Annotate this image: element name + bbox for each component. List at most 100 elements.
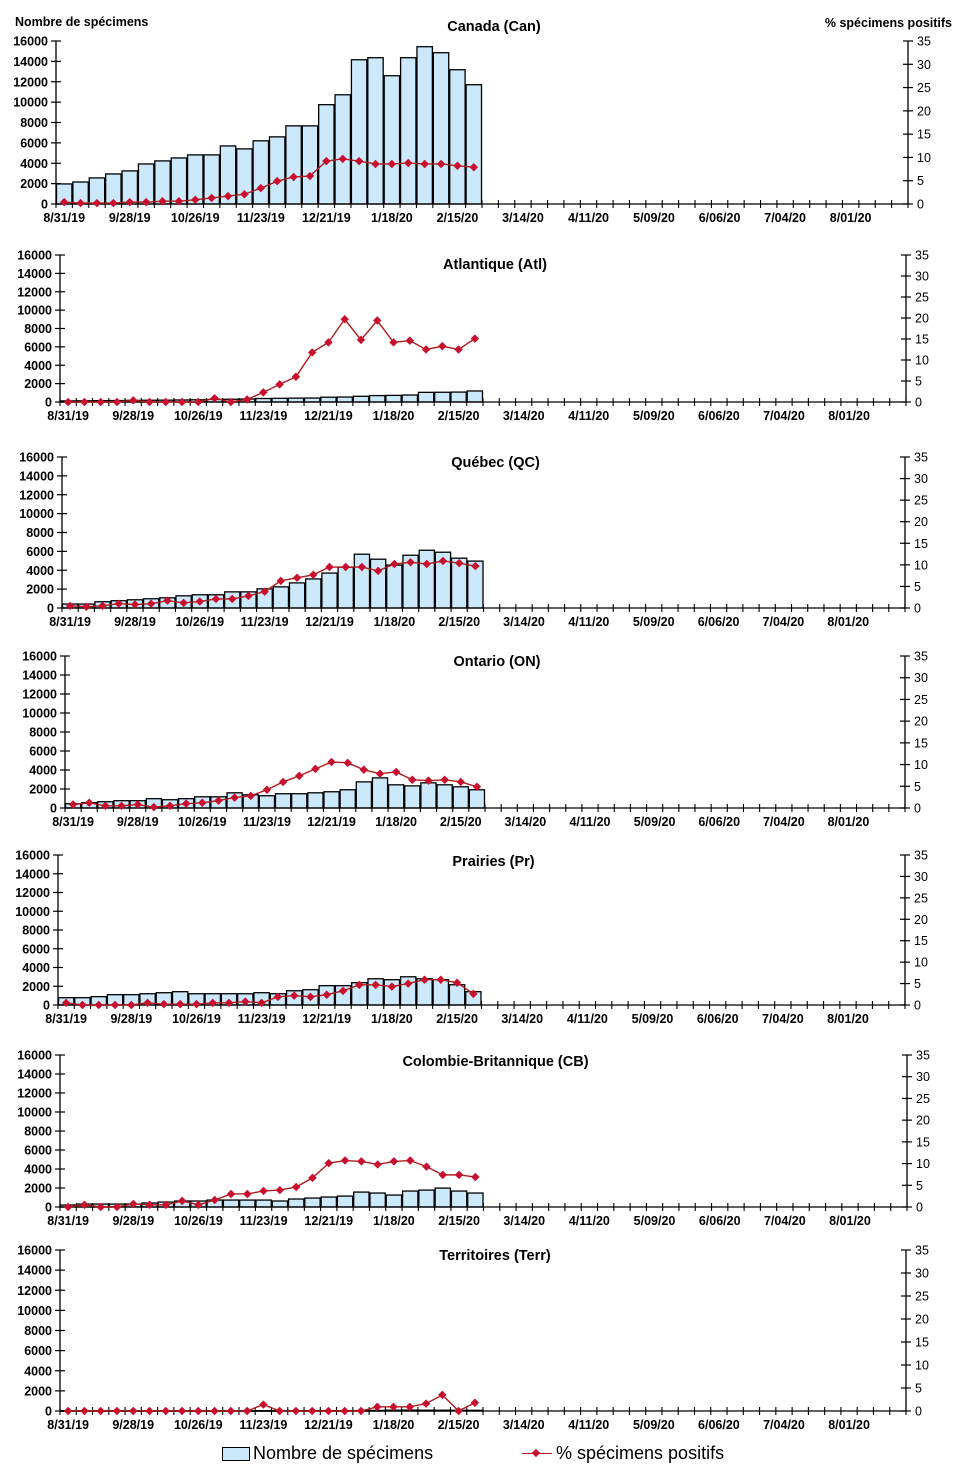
- y2-tick-label: 15: [915, 1336, 929, 1350]
- bar: [355, 781, 373, 809]
- bar: [285, 125, 302, 205]
- bar: [420, 782, 437, 809]
- line-marker: [278, 777, 288, 787]
- line-marker: [356, 1406, 366, 1416]
- x-tick-label: 3/14/20: [501, 1012, 543, 1026]
- line-marker: [371, 159, 380, 169]
- x-tick-label: 9/28/19: [112, 1418, 154, 1432]
- y2-tick-label: 10: [914, 956, 928, 970]
- x-tick-label: 6/06/20: [699, 211, 741, 225]
- line-marker: [422, 1162, 431, 1171]
- chart-title: Ontario (ON): [454, 654, 541, 670]
- y2-tick-label: 10: [915, 354, 929, 368]
- line-marker: [145, 397, 154, 407]
- line-marker: [436, 159, 446, 169]
- x-tick-label: 11/23/19: [238, 1012, 286, 1026]
- y-tick-label: 4000: [22, 961, 50, 975]
- y2-tick-label: 20: [915, 1313, 929, 1327]
- x-tick-label: 5/09/20: [633, 1418, 675, 1432]
- y-tick-label: 14000: [22, 669, 57, 683]
- x-tick-label: 8/31/19: [47, 1214, 89, 1228]
- x-tick-label: 8/01/20: [828, 1418, 870, 1432]
- line-marker: [158, 196, 167, 206]
- line-marker: [421, 345, 431, 354]
- bar: [436, 784, 453, 809]
- y-tick-label: 2000: [24, 377, 52, 391]
- bar: [432, 52, 450, 205]
- chart-panel: Colombie-Britannique (CB) 0 2000 4000 6000 80…: [17, 1049, 930, 1229]
- right-axis-title: % spécimens positifs: [825, 16, 952, 30]
- y-tick-label: 14000: [17, 267, 52, 281]
- line-marker: [65, 601, 75, 611]
- x-tick-label: 8/31/19: [43, 211, 85, 225]
- line-marker: [174, 196, 184, 206]
- line-marker: [454, 558, 464, 568]
- line-marker: [145, 1406, 154, 1416]
- x-tick-label: 7/04/20: [764, 1214, 806, 1228]
- y2-tick-label: 10: [914, 558, 928, 572]
- y2-tick-label: 5: [914, 780, 921, 794]
- y2-tick-label: 15: [916, 1135, 930, 1149]
- bar: [369, 558, 387, 609]
- bar: [383, 75, 401, 205]
- bar: [307, 792, 324, 809]
- chart-panel: Territoires (Terr) 0 2000 4000 6000 8000 10000…: [17, 1244, 929, 1433]
- x-tick-label: 2/15/20: [437, 211, 479, 225]
- line-marker: [421, 1399, 431, 1408]
- y-tick-label: 6000: [20, 136, 48, 150]
- x-tick-label: 1/18/20: [371, 1012, 413, 1026]
- bar: [449, 69, 466, 205]
- y2-tick-label: 20: [914, 515, 928, 529]
- line-marker: [373, 1402, 382, 1412]
- x-tick-label: 2/15/20: [436, 1012, 478, 1026]
- bar: [368, 394, 386, 403]
- x-tick-label: 10/26/19: [174, 1418, 223, 1432]
- x-tick-label: 8/01/20: [829, 1214, 871, 1228]
- y2-tick-label: 15: [914, 537, 928, 551]
- line-marker: [63, 1406, 73, 1416]
- legend-item-bars: Nombre de spécimens: [222, 1443, 433, 1464]
- bar: [268, 136, 286, 205]
- line-marker: [275, 380, 284, 389]
- line-marker: [210, 393, 219, 403]
- y-tick-label: 4000: [26, 564, 54, 578]
- chart-panel: Canada (Can) 0 2000 4000 6000 8000 10000 12000 1…: [13, 19, 931, 225]
- y2-tick-label: 5: [915, 1382, 922, 1396]
- x-tick-label: 9/28/19: [112, 409, 154, 423]
- bar: [274, 793, 292, 809]
- x-tick-label: 6/06/20: [698, 815, 740, 829]
- bar: [336, 396, 353, 403]
- line-marker: [177, 397, 187, 407]
- bar-swatch-icon: [222, 1446, 250, 1461]
- x-tick-label: 2/15/20: [440, 815, 482, 829]
- y-tick-label: 6000: [24, 1344, 52, 1358]
- line-marker: [454, 1170, 464, 1180]
- y-tick-label: 2000: [22, 980, 50, 994]
- line-marker: [454, 1406, 463, 1416]
- line-marker: [324, 1406, 333, 1416]
- x-tick-label: 12/21/19: [305, 615, 354, 629]
- x-tick-label: 5/09/20: [633, 615, 675, 629]
- line-marker: [242, 1406, 252, 1416]
- line-marker: [438, 341, 447, 351]
- x-tick-label: 4/11/20: [569, 1214, 610, 1228]
- y2-tick-label: 35: [916, 1049, 930, 1063]
- x-tick-label: 6/06/20: [698, 615, 740, 629]
- x-tick-label: 11/23/19: [240, 1214, 288, 1228]
- bar: [222, 1199, 240, 1208]
- line-marker: [242, 395, 252, 404]
- line-marker: [259, 1400, 268, 1409]
- y2-tick-label: 10: [916, 1157, 930, 1171]
- line-marker: [207, 193, 216, 203]
- y-tick-label: 16000: [13, 35, 48, 49]
- line-marker: [289, 991, 299, 1000]
- y2-tick-label: 5: [915, 375, 922, 389]
- x-tick-label: 8/01/20: [828, 815, 870, 829]
- line-marker: [338, 986, 348, 996]
- y2-tick-label: 35: [915, 1244, 929, 1258]
- x-tick-label: 2/15/20: [438, 1418, 480, 1432]
- line-marker: [471, 1172, 480, 1182]
- x-tick-label: 3/14/20: [503, 409, 545, 423]
- bar: [255, 1199, 272, 1208]
- y-tick-label: 6000: [26, 545, 54, 559]
